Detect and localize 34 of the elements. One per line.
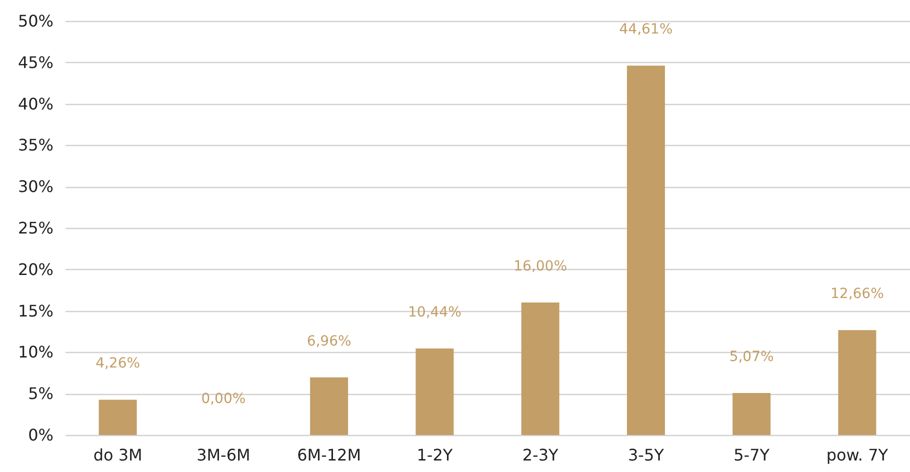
y-tick-label: 10% xyxy=(18,342,54,362)
bar xyxy=(310,377,348,435)
data-label: 4,26% xyxy=(96,356,140,372)
x-tick-label: do 3M xyxy=(93,446,142,464)
y-tick-label: 15% xyxy=(18,301,54,320)
bar xyxy=(416,348,454,435)
bar xyxy=(98,400,137,435)
y-tick-label: 5% xyxy=(28,384,54,404)
y-tick-label: 20% xyxy=(18,260,54,279)
data-label: 0,00% xyxy=(201,391,246,407)
y-tick-label: 35% xyxy=(18,136,54,155)
data-label: 12,66% xyxy=(830,286,884,302)
y-tick-label: 40% xyxy=(18,94,54,114)
y-tick-label: 0% xyxy=(28,426,54,444)
y-tick-label: 50% xyxy=(18,12,54,30)
x-tick-label: 5-7Y xyxy=(734,446,770,464)
y-tick-label: 30% xyxy=(18,177,54,196)
data-label: 44,61% xyxy=(619,22,673,38)
y-tick-label: 45% xyxy=(18,52,54,72)
data-label: 5,07% xyxy=(729,349,774,366)
x-tick-label: 2-3Y xyxy=(522,446,558,464)
bar xyxy=(626,66,665,435)
bar xyxy=(838,330,876,435)
x-tick-label: pow. 7Y xyxy=(826,446,888,464)
data-label: 10,44% xyxy=(408,304,462,321)
data-label: 16,00% xyxy=(514,258,568,275)
y-tick-label: 25% xyxy=(18,218,54,238)
data-label: 6,96% xyxy=(306,333,352,350)
x-tick-label: 3-5Y xyxy=(628,446,664,464)
x-tick-label: 1-2Y xyxy=(416,446,453,464)
bar xyxy=(732,393,771,435)
x-tick-label: 6M-12M xyxy=(297,446,362,464)
x-tick-label: 3M-6M xyxy=(196,446,250,464)
bar xyxy=(521,302,560,435)
